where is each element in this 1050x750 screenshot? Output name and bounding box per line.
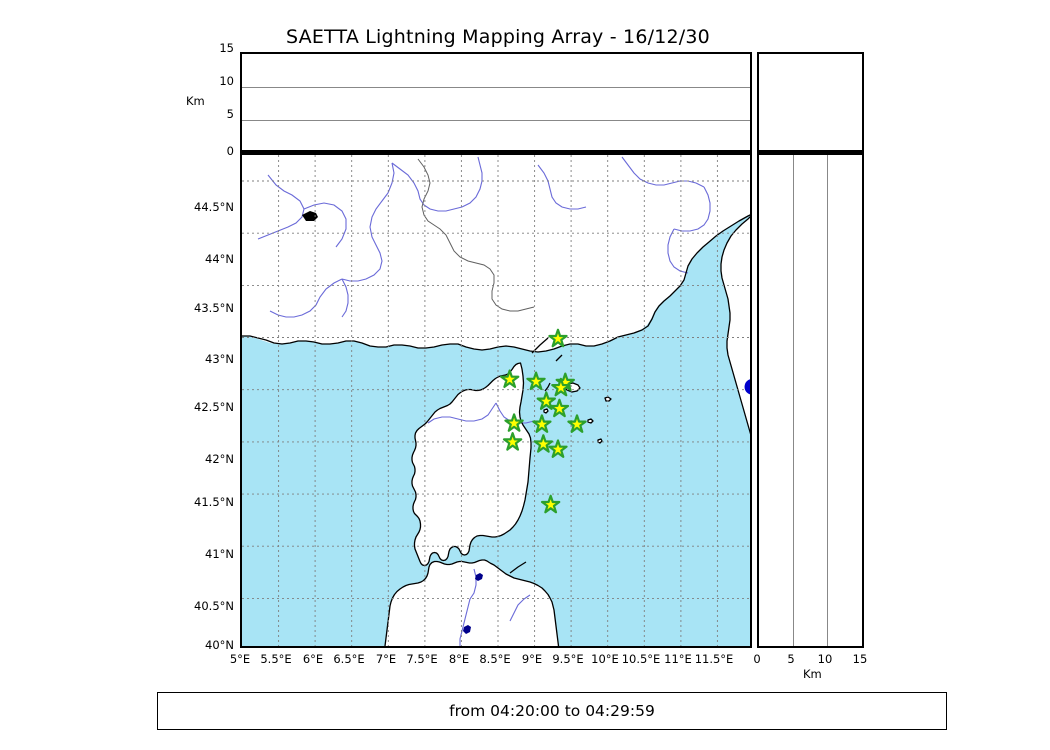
lma-station-marker [504, 413, 524, 432]
map-ytick-43-5: 43.5°N [194, 301, 234, 315]
lma-station-marker [502, 432, 523, 451]
right-panel-axis-label: Km [803, 667, 822, 681]
map-xtick-6-5: 6.5°E [333, 652, 365, 666]
lightning-source-markers [744, 379, 750, 395]
top-panel-axis-label: Km [186, 94, 205, 108]
lma-station-marker [532, 414, 552, 433]
map-xtick-7: 7°E [375, 652, 397, 666]
lightning-source-marker [744, 379, 750, 395]
map-ytick-42: 42°N [205, 452, 234, 466]
map-ytick-44: 44°N [205, 252, 234, 266]
page-title-text: SAETTA Lightning Mapping Array - 16/12/3… [286, 26, 710, 48]
map-ytick-41-5: 41.5°N [194, 495, 234, 509]
map-ytick-42-5: 42.5°N [194, 400, 234, 414]
map-xtick-11-5: 11.5°E [694, 652, 734, 666]
map-xtick-10-5: 10.5°E [621, 652, 661, 666]
map-xtick-11: 11°E [664, 652, 692, 666]
map-xtick-6: 6°E [302, 652, 324, 666]
top-right-corner-panel [757, 52, 864, 152]
right-panel-xtick-15: 15 [852, 652, 868, 666]
map-ytick-41: 41°N [205, 547, 234, 561]
right-panel-xtick-10: 10 [817, 652, 833, 666]
map-xtick-8: 8°E [448, 652, 470, 666]
map-panel[interactable] [240, 152, 752, 648]
map-xtick-7-5: 7.5°E [406, 652, 438, 666]
lma-station-marker [551, 377, 571, 397]
map-canvas [242, 155, 750, 646]
lma-station-marker [540, 494, 561, 514]
map-xtick-9-5: 9.5°E [552, 652, 584, 666]
right-panel-xtick-0: 0 [753, 652, 761, 666]
lma-station-marker [549, 398, 570, 418]
lma-station-marker [548, 439, 568, 458]
map-xtick-5-5: 5.5°E [260, 652, 292, 666]
map-xtick-5: 5°E [229, 652, 251, 666]
map-ytick-40-5: 40.5°N [194, 599, 234, 613]
lma-station-markers [500, 328, 587, 514]
right-panel-xtick-5: 5 [787, 652, 795, 666]
time-range-text: from 04:20:00 to 04:29:59 [449, 702, 655, 720]
map-xtick-10: 10°E [591, 652, 619, 666]
map-ytick-44-5: 44.5°N [194, 200, 234, 214]
lma-station-marker [567, 414, 587, 433]
top-panel-ytick-5: 5 [226, 107, 234, 121]
top-panel-ytick-10: 10 [219, 74, 234, 88]
top-panel-ytick-15: 15 [219, 41, 234, 55]
map-xtick-8-5: 8.5°E [479, 652, 511, 666]
lma-station-marker [548, 328, 568, 348]
lma-station-marker [526, 371, 546, 391]
map-ytick-43: 43°N [205, 352, 234, 366]
lma-station-marker [536, 391, 556, 410]
top-panel-ytick-0: 0 [226, 144, 234, 158]
top-altitude-panel [240, 52, 752, 152]
page-title: SAETTA Lightning Mapping Array - 16/12/3… [0, 26, 1050, 48]
time-range-caption: from 04:20:00 to 04:29:59 [157, 692, 947, 730]
lma-station-marker [533, 434, 554, 453]
right-altitude-panel [757, 152, 864, 648]
map-ytick-40: 40°N [205, 638, 234, 652]
lma-station-marker [500, 369, 520, 389]
map-xtick-9: 9°E [521, 652, 543, 666]
